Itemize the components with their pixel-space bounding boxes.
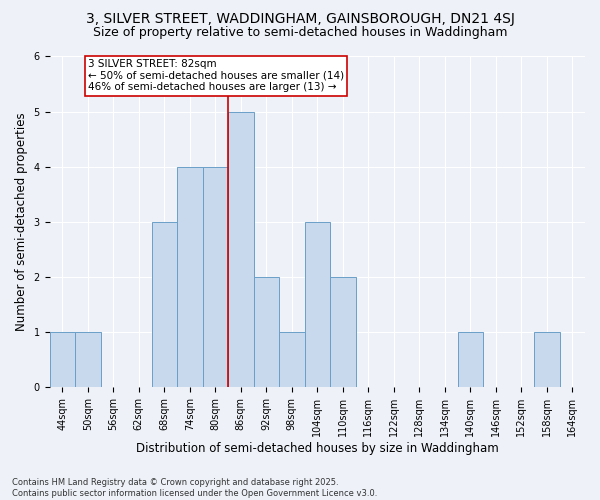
Bar xyxy=(152,222,177,388)
Bar xyxy=(75,332,101,388)
Bar xyxy=(305,222,330,388)
Bar xyxy=(534,332,560,388)
Bar xyxy=(254,277,279,388)
Bar xyxy=(279,332,305,388)
Y-axis label: Number of semi-detached properties: Number of semi-detached properties xyxy=(15,112,28,331)
Bar xyxy=(458,332,483,388)
Text: Size of property relative to semi-detached houses in Waddingham: Size of property relative to semi-detach… xyxy=(93,26,507,39)
Bar xyxy=(330,277,356,388)
Bar xyxy=(228,112,254,388)
Bar xyxy=(50,332,75,388)
Text: 3 SILVER STREET: 82sqm
← 50% of semi-detached houses are smaller (14)
46% of sem: 3 SILVER STREET: 82sqm ← 50% of semi-det… xyxy=(88,60,344,92)
Text: Contains HM Land Registry data © Crown copyright and database right 2025.
Contai: Contains HM Land Registry data © Crown c… xyxy=(12,478,377,498)
Bar xyxy=(177,167,203,388)
Text: 3, SILVER STREET, WADDINGHAM, GAINSBOROUGH, DN21 4SJ: 3, SILVER STREET, WADDINGHAM, GAINSBOROU… xyxy=(86,12,514,26)
Bar xyxy=(203,167,228,388)
X-axis label: Distribution of semi-detached houses by size in Waddingham: Distribution of semi-detached houses by … xyxy=(136,442,499,455)
